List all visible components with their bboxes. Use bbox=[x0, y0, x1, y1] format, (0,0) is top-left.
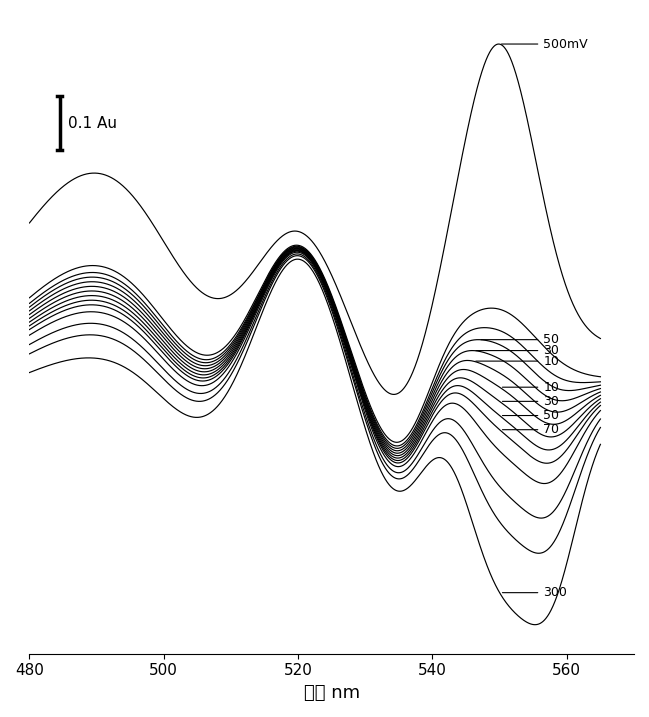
Text: 50: 50 bbox=[481, 333, 559, 346]
Text: 0.1 Au: 0.1 Au bbox=[67, 115, 117, 130]
Text: 10: 10 bbox=[476, 355, 559, 368]
Text: 30: 30 bbox=[502, 395, 559, 408]
Text: 500mV: 500mV bbox=[502, 37, 588, 50]
Text: 50: 50 bbox=[502, 409, 559, 422]
Text: 300: 300 bbox=[502, 587, 567, 599]
Text: 70: 70 bbox=[502, 423, 559, 436]
Text: 10: 10 bbox=[502, 381, 559, 394]
X-axis label: 波长 nm: 波长 nm bbox=[304, 684, 360, 702]
Text: 30: 30 bbox=[476, 344, 559, 357]
